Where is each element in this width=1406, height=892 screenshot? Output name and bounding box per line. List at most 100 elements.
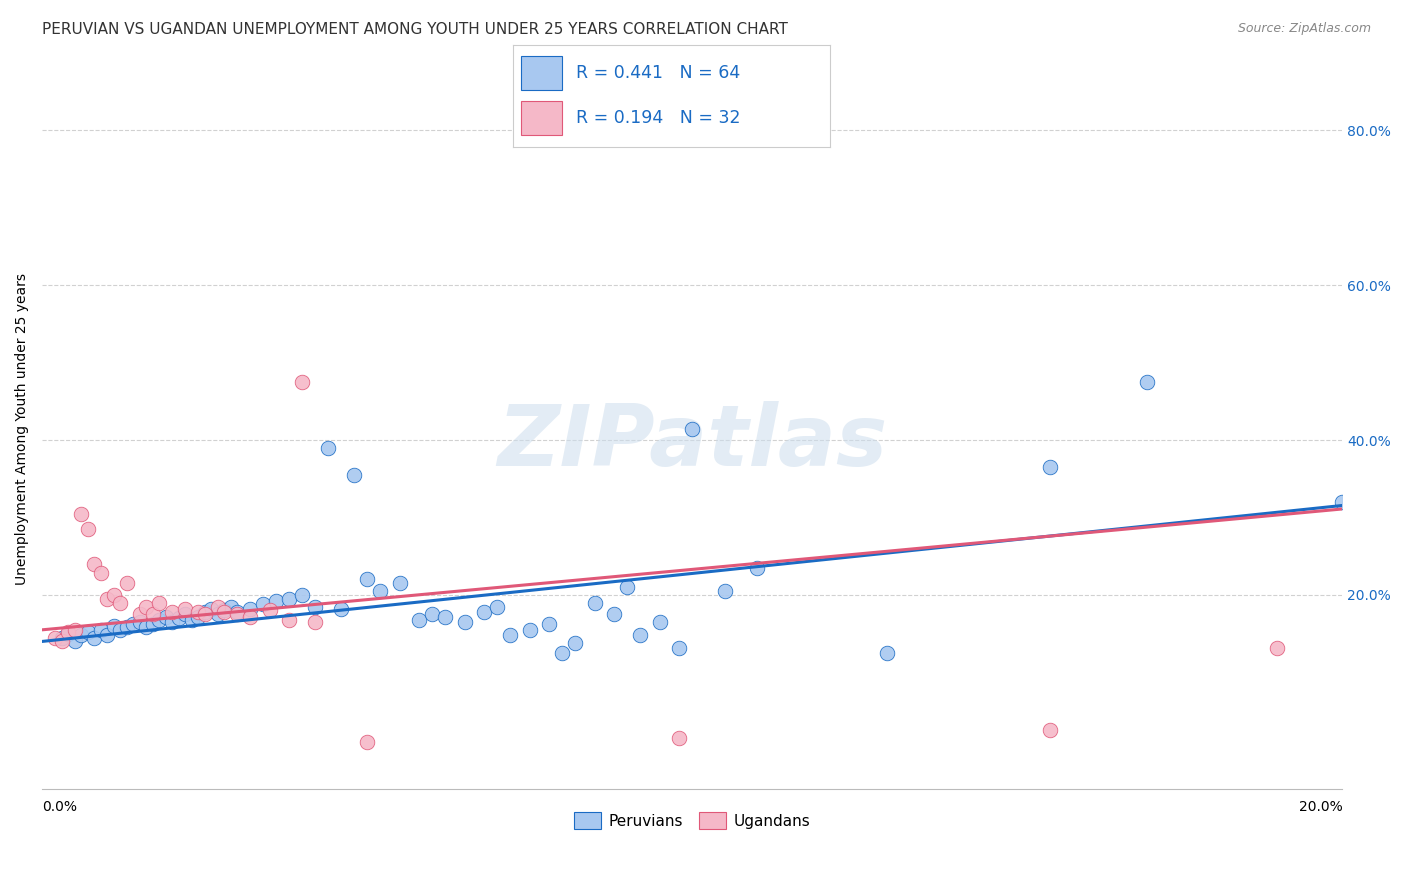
Point (90, 566, 112, 581)
Point (160, 605, 183, 619)
Point (356, 735, 378, 749)
Point (103, 588, 125, 602)
Point (876, 646, 898, 660)
Point (51, 631, 73, 645)
Point (668, 731, 690, 746)
Point (70, 507, 93, 521)
Point (343, 467, 366, 482)
Point (454, 615, 477, 629)
Point (70, 628, 93, 642)
Point (1136, 375, 1159, 389)
Point (278, 591, 301, 606)
Point (128, 615, 150, 629)
Bar (522, 101, 562, 135)
Text: ZIPatlas: ZIPatlas (498, 401, 887, 484)
Point (115, 620, 138, 634)
Point (239, 602, 262, 616)
Point (194, 607, 217, 622)
Text: PERUVIAN VS UGANDAN UNEMPLOYMENT AMONG YOUTH UNDER 25 YEARS CORRELATION CHART: PERUVIAN VS UGANDAN UNEMPLOYMENT AMONG Y… (42, 22, 787, 37)
Point (291, 375, 314, 389)
Point (207, 599, 229, 614)
Point (194, 605, 217, 619)
Point (291, 588, 314, 602)
Point (142, 617, 165, 632)
Point (681, 421, 703, 435)
Point (434, 609, 457, 624)
Text: R = 0.194   N = 32: R = 0.194 N = 32 (576, 109, 741, 127)
Point (212, 603, 235, 617)
Point (226, 605, 249, 619)
Legend: Peruvians, Ugandans: Peruvians, Ugandans (568, 806, 817, 835)
Point (96, 628, 118, 642)
Point (135, 620, 157, 634)
Point (148, 613, 170, 627)
Point (103, 619, 125, 633)
Point (167, 611, 190, 625)
Point (551, 646, 574, 660)
Text: Source: ZipAtlas.com: Source: ZipAtlas.com (1237, 22, 1371, 36)
Point (564, 636, 586, 650)
Point (420, 607, 443, 622)
Point (356, 573, 378, 587)
Point (747, 561, 769, 575)
Point (207, 607, 229, 622)
Point (304, 599, 326, 614)
Point (148, 596, 170, 610)
Point (128, 607, 150, 622)
Point (1039, 723, 1062, 738)
Point (212, 605, 235, 619)
Point (83, 631, 105, 645)
Point (142, 607, 165, 622)
Point (519, 623, 541, 637)
Text: R = 0.441   N = 64: R = 0.441 N = 64 (576, 64, 741, 82)
Point (388, 576, 411, 591)
Point (486, 599, 509, 614)
Point (108, 596, 131, 610)
Text: 0.0%: 0.0% (42, 800, 77, 814)
Point (44, 631, 66, 645)
Point (174, 607, 197, 622)
Point (616, 580, 638, 594)
Point (1331, 495, 1354, 509)
Point (180, 613, 202, 627)
Point (200, 602, 222, 616)
Point (278, 613, 301, 627)
Point (304, 615, 326, 629)
Point (90, 623, 112, 637)
Point (83, 557, 105, 571)
Point (239, 609, 262, 624)
Point (316, 441, 339, 455)
Point (264, 594, 287, 608)
Point (174, 602, 197, 616)
Y-axis label: Unemployment Among Youth under 25 years: Unemployment Among Youth under 25 years (15, 273, 30, 584)
Point (76, 522, 98, 536)
Point (96, 591, 118, 606)
Point (76, 625, 98, 640)
Point (259, 603, 281, 617)
Bar (522, 56, 562, 90)
Point (628, 628, 651, 642)
Point (408, 613, 430, 627)
Point (603, 607, 626, 622)
Point (108, 623, 131, 637)
Point (58, 626, 80, 640)
Point (226, 607, 249, 622)
Point (135, 599, 157, 614)
Point (368, 584, 391, 599)
Point (668, 640, 690, 655)
Point (1265, 640, 1288, 655)
Text: 20.0%: 20.0% (1299, 800, 1343, 814)
Point (252, 597, 274, 611)
Point (648, 615, 671, 629)
Point (122, 617, 145, 632)
Point (63, 634, 86, 648)
Point (1039, 460, 1062, 475)
Point (160, 615, 183, 629)
Point (499, 628, 522, 642)
Point (115, 576, 138, 591)
Point (219, 599, 242, 614)
Point (538, 617, 561, 632)
Point (51, 634, 73, 648)
Point (155, 609, 177, 624)
Point (187, 609, 209, 624)
